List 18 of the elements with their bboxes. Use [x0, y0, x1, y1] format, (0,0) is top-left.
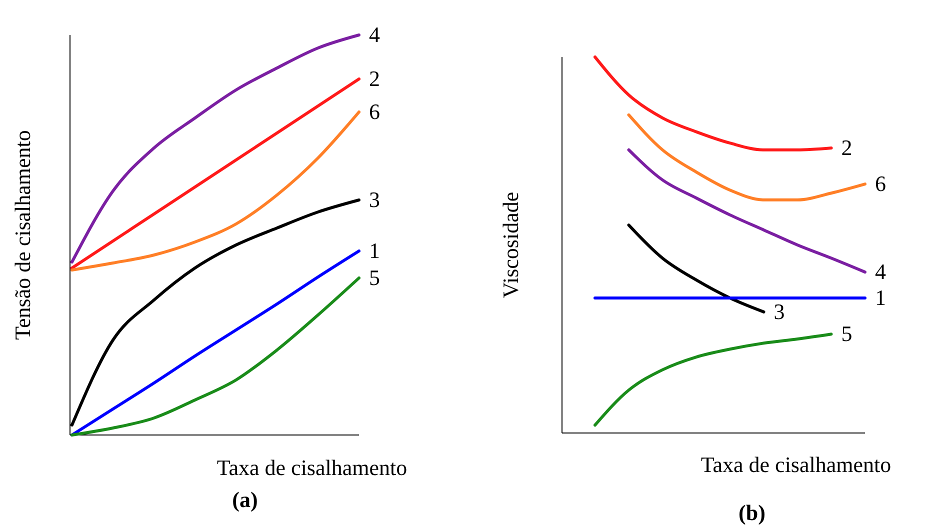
series-label: 1	[369, 238, 380, 264]
series-label: 3	[369, 187, 380, 212]
series-label: 4	[875, 259, 886, 284]
series-label: 6	[369, 99, 380, 124]
y-axis-title: Tensão de cisalhamento	[10, 130, 35, 340]
y-axis-title: Viscosidade	[498, 192, 523, 298]
series-label: 3	[774, 298, 785, 324]
series-label: 1	[875, 285, 886, 310]
x-axis-title: Taxa de cisalhamento	[216, 455, 408, 480]
series-label: 5	[369, 265, 380, 290]
series-label: 6	[875, 171, 886, 196]
series-label: 2	[841, 135, 852, 160]
series-label: 5	[841, 321, 852, 346]
x-axis-title: Taxa de cisalhamento	[700, 452, 892, 477]
text: (b)	[738, 500, 766, 525]
series-label: 4	[369, 22, 380, 48]
text: (a)	[232, 487, 258, 512]
series-label: 2	[369, 66, 380, 92]
